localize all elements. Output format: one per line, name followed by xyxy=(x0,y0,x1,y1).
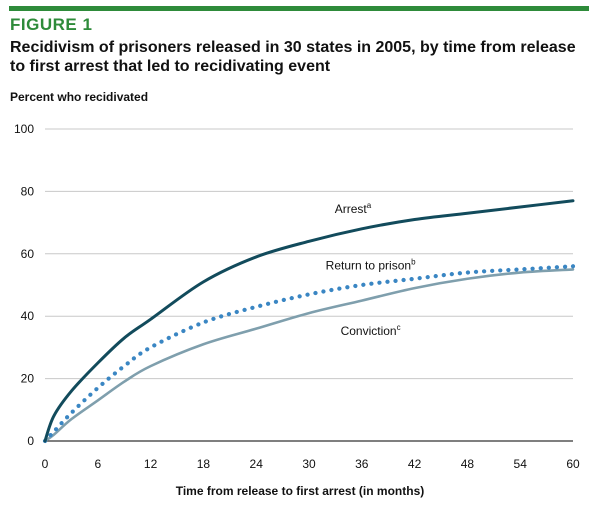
top-rule xyxy=(9,6,589,11)
x-tick-label: 6 xyxy=(94,457,101,471)
y-tick-label: 60 xyxy=(21,247,35,261)
x-tick-label: 18 xyxy=(197,457,211,471)
series-line-arrest xyxy=(43,199,575,443)
x-tick-label: 0 xyxy=(42,457,49,471)
annotation-text: Return to prison xyxy=(326,258,411,272)
x-tick-label: 42 xyxy=(408,457,422,471)
series-line-conviction xyxy=(43,268,575,443)
y-axis-label: Percent who recidivated xyxy=(10,90,148,104)
x-axis-label: Time from release to first arrest (in mo… xyxy=(176,484,425,498)
figure-label: FIGURE 1 xyxy=(10,15,93,34)
annotation-superscript: c xyxy=(397,323,401,332)
y-tick-label: 40 xyxy=(21,309,35,323)
series-annotation: Arresta xyxy=(335,201,372,216)
x-tick-label: 24 xyxy=(250,457,264,471)
annotation-text: Arrest xyxy=(335,202,368,216)
x-tick-label: 54 xyxy=(514,457,528,471)
annotation-text: Conviction xyxy=(341,324,397,338)
annotation-superscript: a xyxy=(367,201,372,210)
annotation-superscript: b xyxy=(411,257,416,266)
chart-title: Recidivism of prisoners released in 30 s… xyxy=(10,39,576,75)
x-tick-label: 30 xyxy=(302,457,316,471)
y-tick-labels: 0 20 40 60 80 100 xyxy=(14,122,34,448)
x-tick-label: 48 xyxy=(461,457,475,471)
gridlines xyxy=(45,128,573,442)
y-tick-label: 20 xyxy=(21,372,35,386)
series-annotations: Arresta Return to prisonb Convictionc xyxy=(326,201,416,338)
y-tick-label: 0 xyxy=(27,434,34,448)
x-tick-label: 12 xyxy=(144,457,158,471)
y-tick-label: 100 xyxy=(14,122,34,136)
x-tick-label: 36 xyxy=(355,457,369,471)
x-tick-labels: 0 6 12 18 24 30 36 42 48 54 60 xyxy=(42,457,580,471)
y-tick-label: 80 xyxy=(21,184,35,198)
series-lines xyxy=(42,199,576,444)
series-line-return-to-prison xyxy=(42,264,576,444)
series-annotation: Convictionc xyxy=(341,323,401,338)
x-tick-label: 60 xyxy=(566,457,580,471)
series-annotation: Return to prisonb xyxy=(326,257,416,272)
